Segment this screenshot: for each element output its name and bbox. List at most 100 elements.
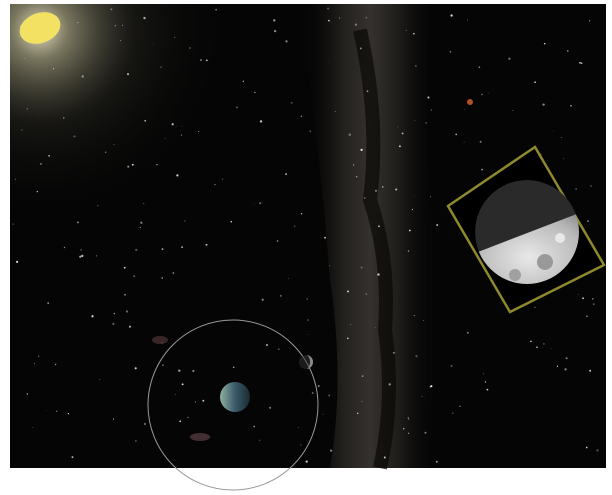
star — [357, 412, 359, 414]
star — [377, 273, 380, 276]
star — [430, 385, 433, 388]
star — [179, 420, 182, 423]
star — [124, 294, 126, 296]
star — [543, 343, 545, 345]
star — [374, 189, 378, 192]
star — [347, 290, 349, 293]
star — [596, 449, 599, 452]
star — [134, 367, 137, 370]
star — [402, 427, 405, 430]
star — [123, 266, 126, 269]
star — [279, 295, 282, 297]
star — [307, 334, 309, 335]
star — [187, 416, 189, 419]
star — [261, 298, 264, 301]
star — [328, 19, 330, 22]
star — [143, 422, 146, 426]
star — [481, 168, 483, 171]
star — [133, 275, 135, 277]
star — [352, 164, 355, 166]
crater — [537, 254, 553, 270]
star — [366, 90, 369, 93]
star — [56, 410, 58, 412]
star — [413, 315, 415, 317]
star — [560, 137, 562, 139]
star — [99, 379, 101, 380]
star — [47, 302, 50, 305]
star — [587, 220, 589, 223]
earth[interactable] — [220, 382, 250, 412]
star — [327, 7, 330, 10]
star — [565, 357, 568, 360]
crater — [555, 233, 565, 243]
star — [232, 366, 235, 369]
star — [31, 427, 33, 428]
star — [300, 444, 302, 446]
star — [415, 355, 418, 358]
star — [328, 61, 329, 63]
star — [305, 460, 308, 463]
star — [253, 425, 256, 428]
star — [135, 440, 137, 442]
star — [67, 412, 70, 415]
star — [478, 66, 481, 69]
star — [414, 119, 416, 121]
star — [586, 315, 588, 317]
star — [430, 109, 432, 111]
moon-small-dark — [299, 355, 313, 369]
sun-glow — [10, 4, 310, 264]
star — [590, 185, 592, 187]
star — [46, 410, 47, 411]
star — [359, 47, 362, 50]
star — [194, 401, 196, 403]
star — [567, 50, 569, 52]
star — [435, 460, 438, 463]
star — [450, 14, 453, 17]
star — [592, 298, 594, 300]
star — [582, 297, 585, 300]
star — [415, 65, 417, 67]
star — [543, 42, 546, 45]
star — [181, 383, 184, 386]
star — [113, 312, 116, 315]
star — [413, 32, 415, 35]
galaxy — [190, 433, 210, 441]
star — [393, 351, 395, 354]
planet[interactable] — [467, 99, 473, 105]
star — [54, 363, 57, 366]
star — [330, 449, 333, 452]
star — [277, 348, 280, 351]
star — [361, 375, 364, 377]
milky-way — [300, 4, 440, 470]
star — [466, 331, 469, 334]
sun[interactable] — [15, 7, 65, 50]
star — [479, 140, 482, 143]
star — [161, 277, 164, 279]
star — [374, 327, 376, 329]
star — [585, 446, 588, 449]
star — [298, 427, 299, 428]
star — [324, 236, 326, 239]
star — [354, 23, 358, 26]
star — [311, 392, 314, 394]
star — [552, 130, 554, 132]
star — [580, 62, 583, 65]
star — [450, 364, 453, 368]
star — [269, 406, 272, 409]
star — [388, 383, 391, 386]
star — [530, 340, 532, 343]
star — [425, 122, 427, 124]
dust-lane — [353, 28, 396, 470]
star — [592, 303, 595, 305]
milky-way-band — [300, 4, 440, 468]
star — [512, 109, 514, 111]
star — [413, 194, 415, 196]
star — [128, 325, 131, 328]
star — [317, 384, 320, 388]
star — [534, 81, 536, 84]
star — [488, 92, 489, 94]
star — [339, 17, 341, 19]
star — [399, 145, 401, 148]
star — [459, 405, 461, 407]
